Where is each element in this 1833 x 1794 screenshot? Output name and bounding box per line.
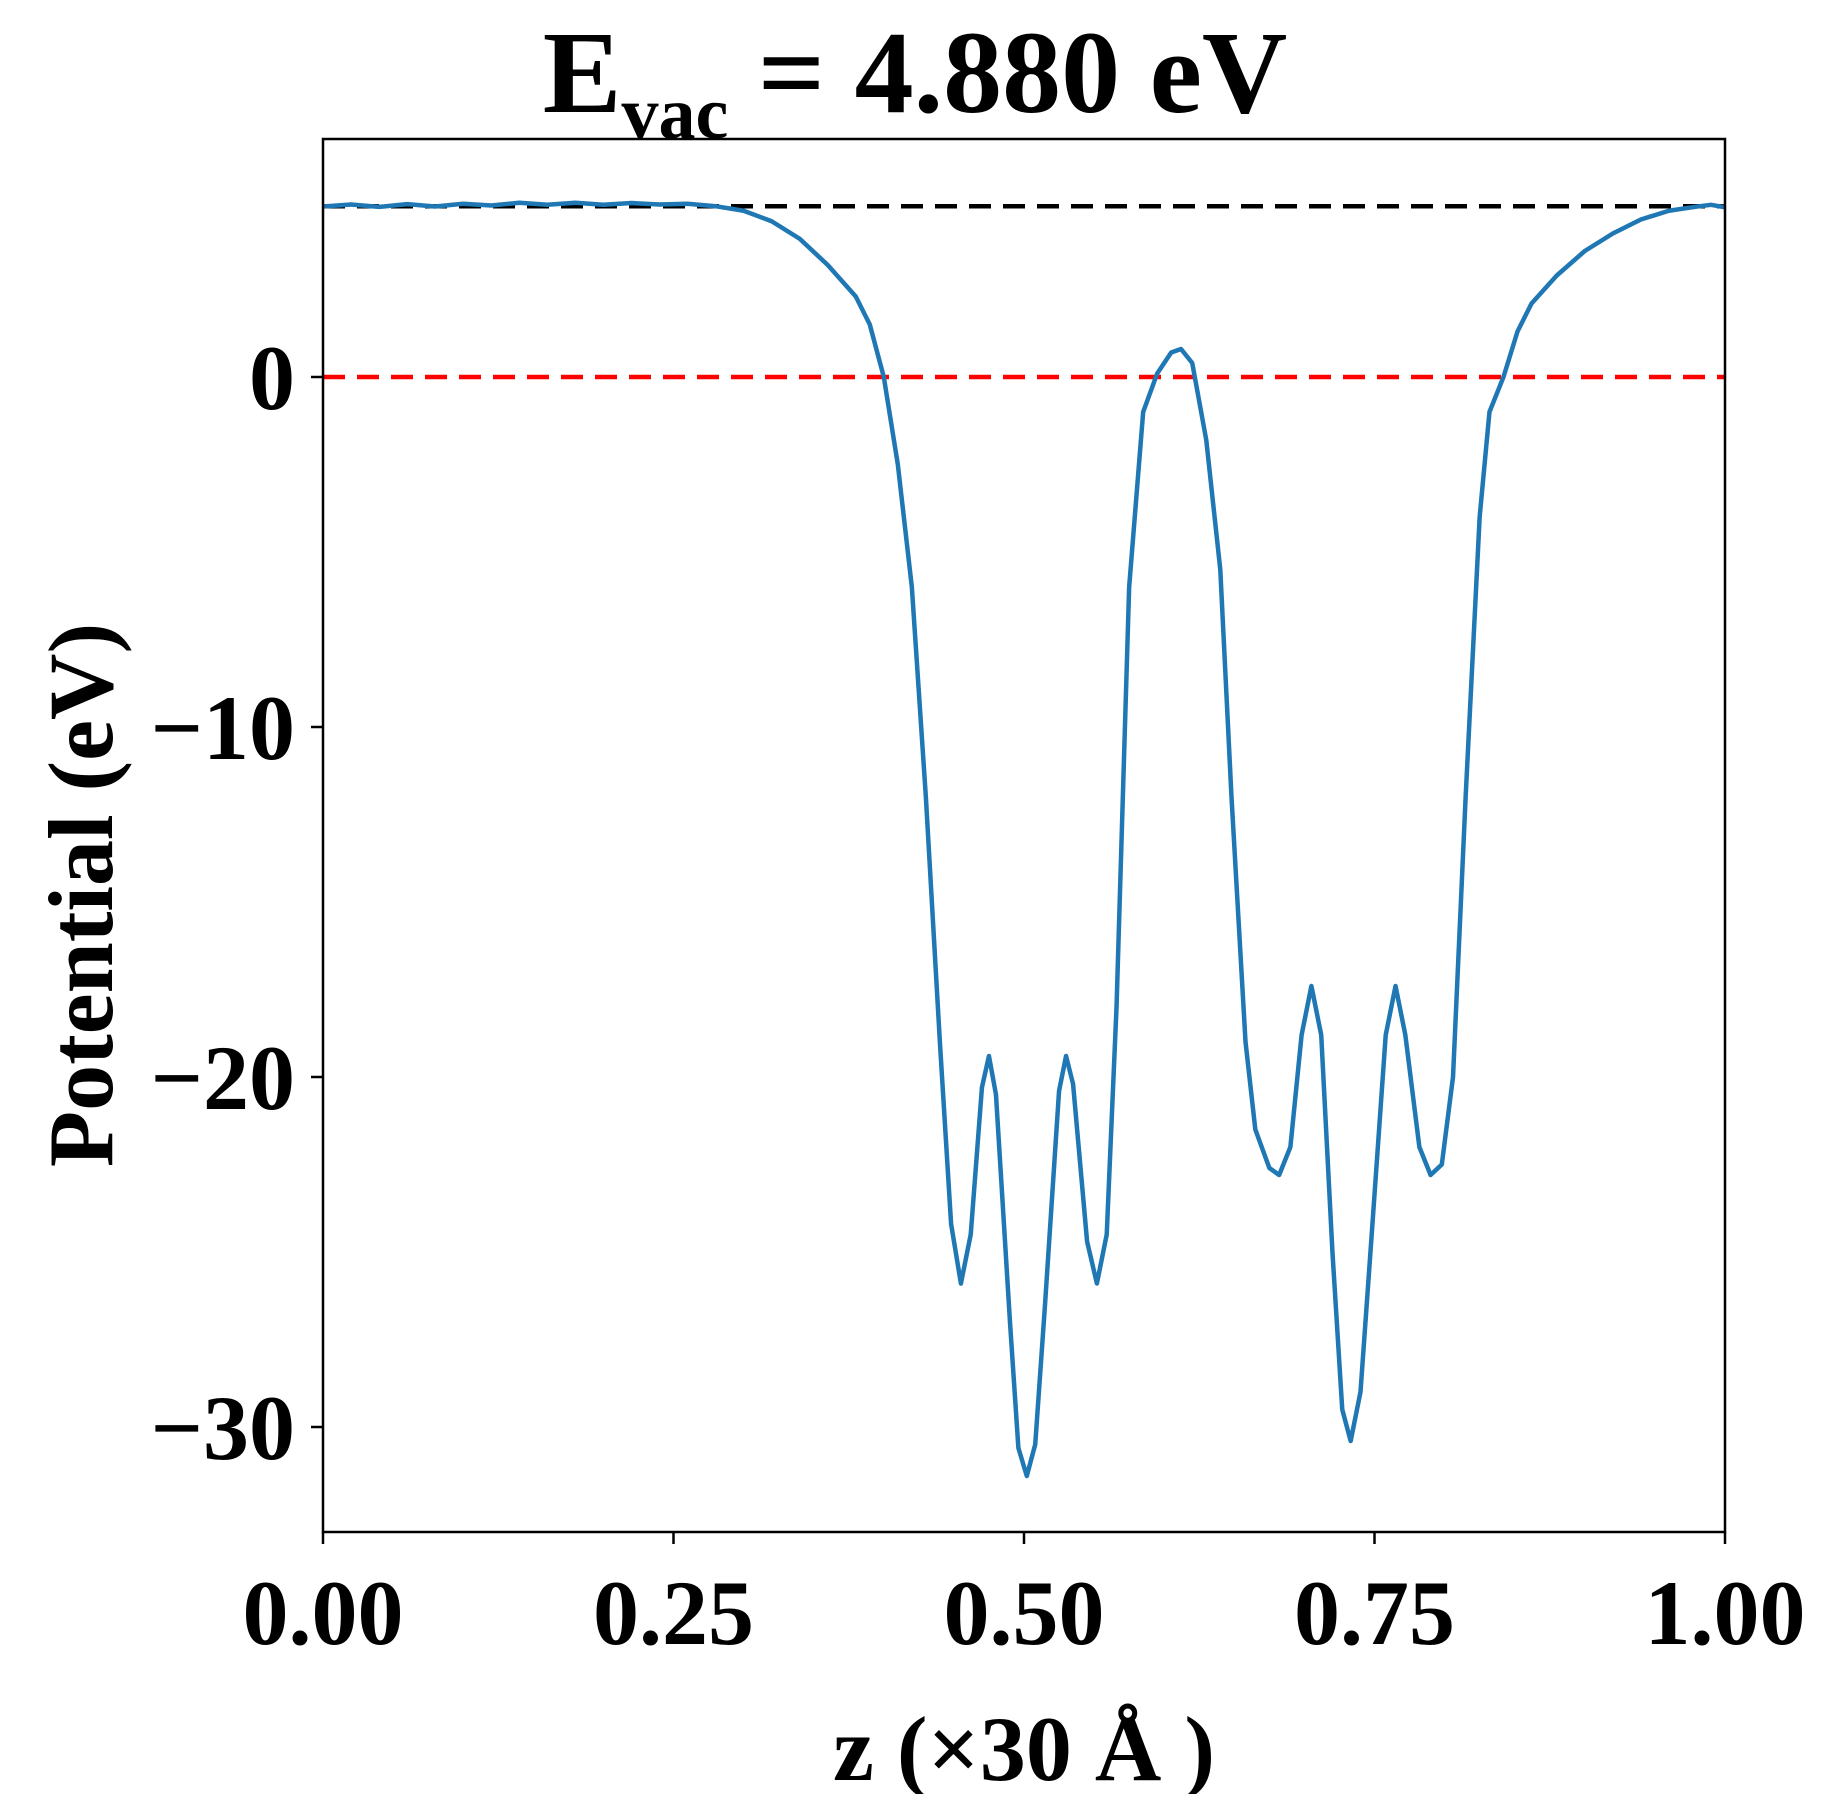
x-axis-label: z (×30 Å ) [833, 1698, 1215, 1794]
y-tick-label-1: −10 [151, 677, 295, 779]
y-tick-label-0: 0 [249, 327, 295, 429]
chart-title-subscript: vac [622, 73, 729, 155]
chart-title-rest: = 4.880 eV [728, 7, 1287, 138]
chart-title-main: E [543, 7, 622, 138]
y-tick-label-3: −30 [151, 1377, 295, 1479]
chart-title: Evac = 4.880 eV [543, 7, 1287, 155]
x-tick-label-0: 0.00 [243, 1562, 404, 1664]
plot-area: 0.00 0.25 0.50 0.75 1.00 0 −10 −20 −30 [151, 137, 1806, 1664]
x-tick-label-3: 0.75 [1294, 1562, 1455, 1664]
x-tick-label-2: 0.50 [944, 1562, 1105, 1664]
x-tick-label-1: 0.25 [593, 1562, 754, 1664]
series-line-0 [323, 200, 1725, 1479]
y-axis-label: Potential (eV) [30, 623, 132, 1167]
y-tick-label-2: −20 [151, 1027, 295, 1129]
x-tick-label-4: 1.00 [1645, 1562, 1806, 1664]
